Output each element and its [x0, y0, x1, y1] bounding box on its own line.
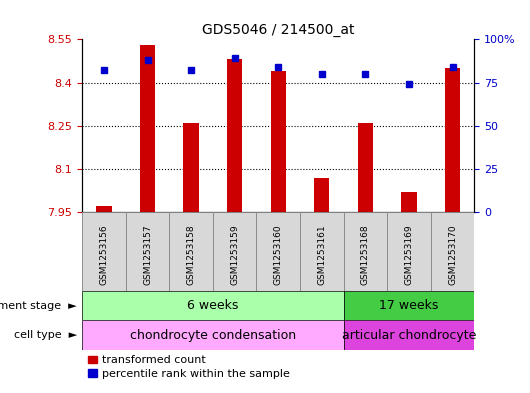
Text: GSM1253161: GSM1253161 — [317, 224, 326, 285]
Text: cell type  ►: cell type ► — [14, 330, 77, 340]
Bar — [445, 68, 460, 212]
Bar — [314, 178, 330, 212]
Bar — [431, 212, 474, 291]
Text: chondrocyte condensation: chondrocyte condensation — [130, 329, 296, 342]
Bar — [271, 71, 286, 212]
Bar — [257, 212, 300, 291]
Bar — [82, 320, 343, 350]
Bar — [140, 45, 155, 212]
Bar — [126, 212, 169, 291]
Legend: transformed count, percentile rank within the sample: transformed count, percentile rank withi… — [87, 355, 290, 379]
Bar — [343, 320, 474, 350]
Title: GDS5046 / 214500_at: GDS5046 / 214500_at — [202, 23, 355, 37]
Bar — [358, 123, 373, 212]
Bar — [169, 212, 213, 291]
Text: articular chondrocyte: articular chondrocyte — [342, 329, 476, 342]
Bar — [343, 291, 474, 320]
Bar — [300, 212, 343, 291]
Text: development stage  ►: development stage ► — [0, 301, 77, 310]
Text: 6 weeks: 6 weeks — [187, 299, 239, 312]
Bar — [401, 192, 417, 212]
Bar — [343, 212, 387, 291]
Text: 17 weeks: 17 weeks — [379, 299, 439, 312]
Text: GSM1253157: GSM1253157 — [143, 224, 152, 285]
Bar — [96, 206, 111, 212]
Text: GSM1253159: GSM1253159 — [230, 224, 239, 285]
Bar — [82, 291, 343, 320]
Text: GSM1253160: GSM1253160 — [274, 224, 282, 285]
Text: GSM1253168: GSM1253168 — [361, 224, 370, 285]
Bar — [213, 212, 257, 291]
Bar — [227, 59, 242, 212]
Text: GSM1253170: GSM1253170 — [448, 224, 457, 285]
Text: GSM1253169: GSM1253169 — [404, 224, 413, 285]
Bar — [387, 212, 431, 291]
Bar — [82, 212, 126, 291]
Text: GSM1253158: GSM1253158 — [187, 224, 196, 285]
Bar — [183, 123, 199, 212]
Text: GSM1253156: GSM1253156 — [100, 224, 109, 285]
